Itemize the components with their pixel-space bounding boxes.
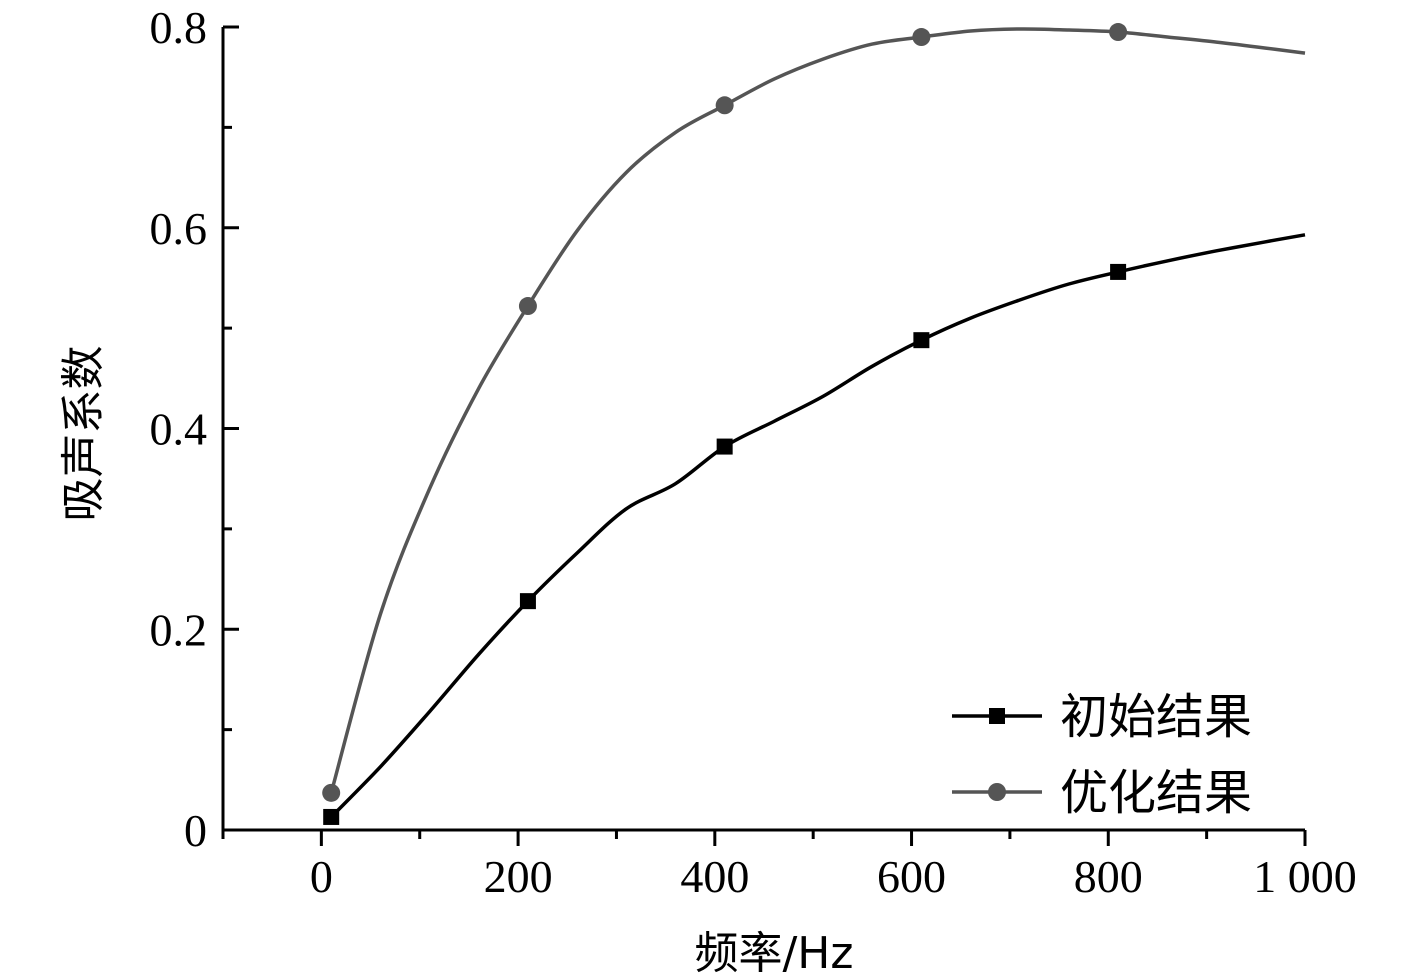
data-point [323, 808, 340, 825]
y-tick-label: 0 [184, 805, 207, 856]
data-point [322, 783, 341, 802]
x-tick-label: 200 [484, 851, 553, 902]
series-line [329, 233, 1306, 819]
series-line [329, 27, 1306, 794]
legend-label: 优化结果 [1060, 765, 1252, 821]
x-axis-title: 频率/Hz [694, 928, 853, 979]
data-point [518, 297, 537, 316]
x-tick-label: 400 [680, 851, 749, 902]
series-layer [322, 23, 1306, 825]
legend-marker [989, 708, 1005, 724]
y-axis-title: 吸声系数 [58, 346, 109, 522]
y-tick-label: 0.4 [150, 404, 208, 455]
data-point [716, 438, 733, 455]
legend-entry: 初始结果 [952, 689, 1252, 745]
series-2 [322, 23, 1306, 802]
data-point [912, 28, 931, 47]
legend-entry: 优化结果 [952, 765, 1252, 821]
data-point [1110, 263, 1127, 280]
x-tick-label: 0 [310, 851, 333, 902]
y-tick-label: 0.2 [150, 604, 208, 655]
data-point [519, 593, 536, 610]
data-point [913, 332, 930, 349]
data-point [1109, 23, 1128, 42]
y-tick-label: 0.6 [150, 203, 208, 254]
legend-label: 初始结果 [1060, 689, 1252, 745]
y-tick-label: 0.8 [150, 2, 208, 53]
data-point [715, 96, 734, 115]
series-1 [323, 233, 1306, 825]
x-tick-label: 800 [1074, 851, 1143, 902]
x-tick-label: 600 [877, 851, 946, 902]
axes: 0 0.2 0.4 0.6 0.8 0 200 400 600 800 1 000 [150, 2, 1357, 902]
legend-marker [988, 783, 1006, 801]
x-tick-label: 1 000 [1253, 851, 1357, 902]
